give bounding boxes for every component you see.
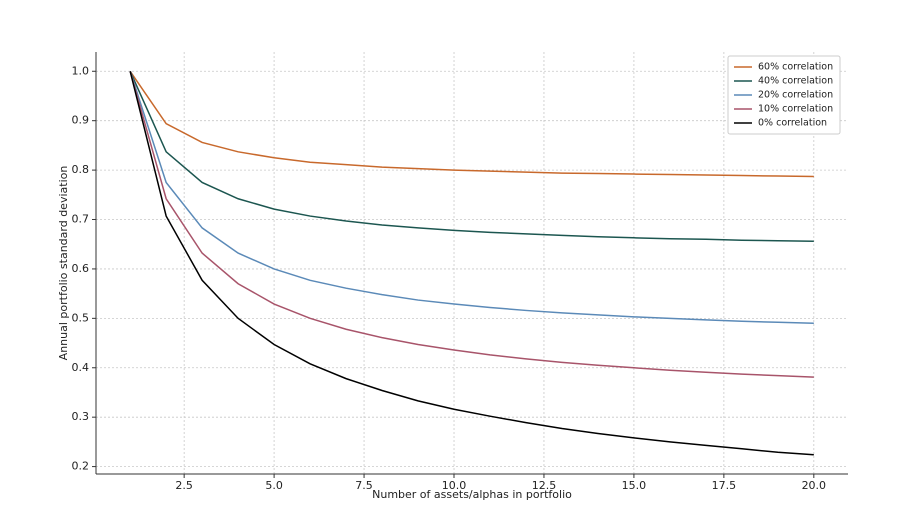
legend-label: 0% correlation (758, 118, 827, 129)
legend-box (727, 55, 841, 135)
x-tick-label: 7.5 (355, 479, 373, 492)
y-tick-label: 0.7 (72, 213, 90, 226)
y-tick-label: 0.5 (72, 311, 90, 324)
y-tick-label: 0.2 (72, 460, 90, 473)
legend-label: 40% correlation (758, 76, 833, 87)
line-series (129, 70, 814, 243)
line-series (129, 71, 814, 456)
line-series (129, 71, 814, 325)
x-tick-label: 5.0 (265, 479, 283, 492)
line-series (129, 70, 814, 178)
x-axis-label: Number of assets/alphas in portfolio (372, 488, 572, 501)
x-tick-label: 10.0 (442, 479, 467, 492)
x-tick-label: 2.5 (175, 479, 193, 492)
legend-label: 20% correlation (758, 90, 833, 101)
x-tick-label: 17.5 (712, 479, 737, 492)
x-tick-label: 12.5 (532, 479, 557, 492)
y-tick-label: 0.4 (72, 361, 90, 374)
line-series (129, 71, 814, 378)
y-tick-label: 0.6 (72, 262, 90, 275)
legend-label: 60% correlation (758, 62, 833, 73)
x-tick-label: 15.0 (622, 479, 647, 492)
y-tick-label: 0.3 (72, 410, 90, 423)
y-tick-label: 0.9 (72, 114, 90, 127)
x-tick-label: 20.0 (802, 479, 827, 492)
legend-label: 10% correlation (758, 104, 833, 115)
legend: 60% correlation 40% correlation 20% correl… (727, 55, 841, 135)
y-tick-label: 0.8 (72, 163, 90, 176)
y-axis-label: Annual portfolio standard deviation (57, 166, 70, 361)
y-tick-label: 1.0 (72, 64, 90, 77)
